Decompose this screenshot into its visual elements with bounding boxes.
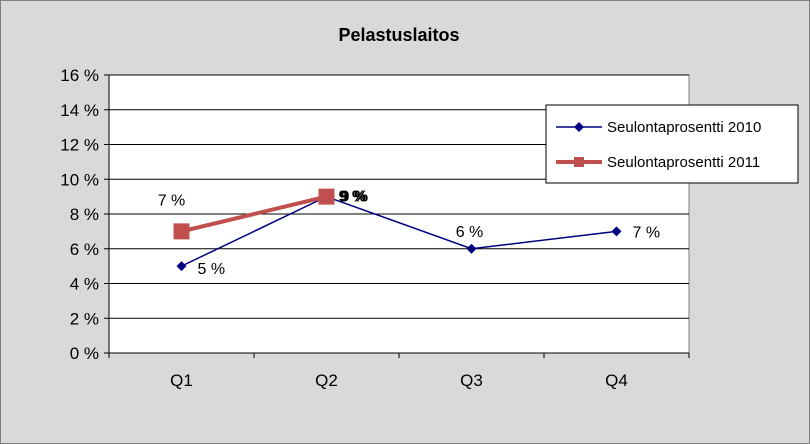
data-label-2011-q2: 9 % [341, 189, 369, 206]
x-tick-label-q4: Q4 [605, 371, 628, 390]
y-tick-label: 10 % [60, 170, 99, 189]
point-2010-q3 [466, 243, 477, 254]
data-label-2010-q4: 7 % [633, 224, 661, 241]
data-label-2011-q1: 7 % [158, 192, 186, 209]
y-axis: 0 % 2 % 4 % 6 % 8 % 10 % 12 % 14 % 16 % [60, 66, 110, 363]
x-axis: Q1 Q2 Q3 Q4 [108, 352, 690, 390]
y-tick-label: 0 % [70, 344, 99, 363]
y-tick-label: 6 % [70, 240, 99, 259]
series-layer [173, 188, 622, 272]
chart-title: Pelastuslaitos [338, 25, 459, 45]
series-line-2010 [181, 195, 617, 267]
y-tick-label: 14 % [60, 101, 99, 120]
data-labels: 5 %9 %6 % 7 %7 % 9 % [158, 189, 660, 279]
y-tick-label: 2 % [70, 309, 99, 328]
series-line-2011 [181, 194, 327, 234]
point-2011-q2 [318, 188, 335, 205]
legend-box [545, 104, 799, 184]
legend-marker-2011 [574, 157, 584, 167]
legend-marker-2010 [574, 122, 584, 132]
legend-label-2011: Seulontaprosentti 2011 [607, 154, 760, 171]
y-tick-label: 8 % [70, 205, 99, 224]
point-2010-q4 [611, 226, 622, 237]
x-tick-label-q1: Q1 [170, 371, 193, 390]
point-2010-q1 [176, 261, 187, 272]
data-label-2010-q2: 9 % [339, 189, 367, 206]
data-label-2010-q3: 6 % [456, 224, 484, 241]
point-2011-q1 [173, 223, 190, 240]
y-tick-label: 4 % [70, 275, 99, 294]
x-tick-label-q3: Q3 [460, 371, 483, 390]
x-tick-label-q2: Q2 [315, 371, 338, 390]
y-tick-label: 12 % [60, 136, 99, 155]
legend-label-2010: Seulontaprosentti 2010 [607, 119, 761, 136]
y-tick-label: 16 % [60, 66, 99, 85]
data-label-2010-q1: 5 % [198, 261, 226, 278]
legend: Seulontaprosentti 2010 Seulontaprosentti… [545, 104, 799, 184]
